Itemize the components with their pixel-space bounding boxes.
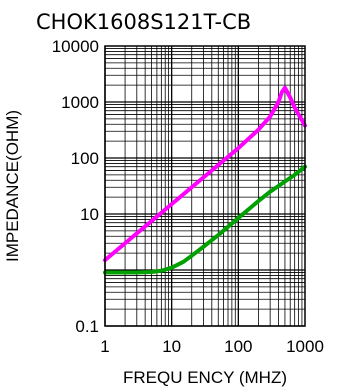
- y-tick-label: 1000: [61, 93, 99, 112]
- plot-grid: [104, 46, 305, 327]
- plot-frame: [104, 45, 306, 327]
- y-tick-label: 10: [80, 205, 99, 224]
- x-axis-label: FREQU ENCY (MHZ): [123, 368, 287, 387]
- x-tick-label: 1000: [286, 337, 324, 356]
- y-tick-label: 10000: [52, 37, 99, 56]
- plot-series: [103, 85, 307, 275]
- chart-title: CHOK1608S121T-CB: [36, 10, 251, 34]
- series-line-1: [103, 85, 307, 263]
- x-tick-label: 1: [100, 337, 109, 356]
- y-tick-label: 0.1: [75, 317, 99, 336]
- y-axis-label: IMPEDANCE(OHM): [3, 110, 22, 262]
- y-tick-label: 100: [71, 149, 99, 168]
- tick-labels: 1 10 100 1000 0.1 10 100 1000 10000: [52, 37, 324, 356]
- x-tick-label: 10: [162, 337, 181, 356]
- x-tick-label: 100: [224, 337, 252, 356]
- series-line-2: [103, 164, 307, 275]
